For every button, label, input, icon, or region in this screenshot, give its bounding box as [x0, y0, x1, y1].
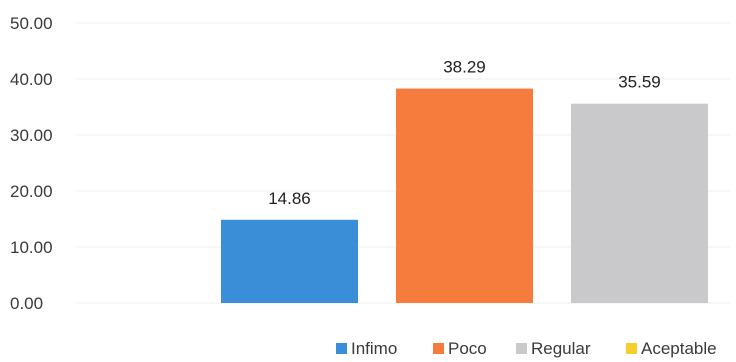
- data-label-infimo: 14.86: [268, 189, 311, 208]
- y-tick-label-5: 50.00: [10, 14, 53, 33]
- bars: [221, 88, 708, 304]
- legend-label-infimo: Infimo: [351, 339, 397, 358]
- y-tick-label-4: 40.00: [10, 70, 53, 89]
- bar-regular: [571, 103, 708, 303]
- legend-label-aceptable: Aceptable: [641, 339, 717, 358]
- bar-infimo: [221, 219, 358, 303]
- data-label-regular: 35.59: [618, 73, 661, 92]
- y-tick-label-1: 10.00: [10, 238, 53, 257]
- legend-label-regular: Regular: [531, 339, 591, 358]
- legend-swatch-regular: [516, 343, 527, 354]
- data-labels: 14.86 38.29 35.59: [268, 58, 661, 208]
- legend-swatch-infimo: [336, 343, 347, 354]
- data-label-poco: 38.29: [443, 58, 486, 77]
- bar-poco: [396, 88, 533, 304]
- legend: Infimo Poco Regular Aceptable: [336, 339, 717, 358]
- legend-swatch-poco: [433, 343, 444, 354]
- y-tick-label-3: 30.00: [10, 126, 53, 145]
- y-tick-label-0: 0.00: [10, 294, 43, 313]
- legend-swatch-aceptable: [626, 343, 637, 354]
- y-tick-label-2: 20.00: [10, 182, 53, 201]
- y-axis-tick-labels: 0.00 10.00 20.00 30.00 40.00 50.00: [10, 14, 53, 313]
- legend-label-poco: Poco: [448, 339, 487, 358]
